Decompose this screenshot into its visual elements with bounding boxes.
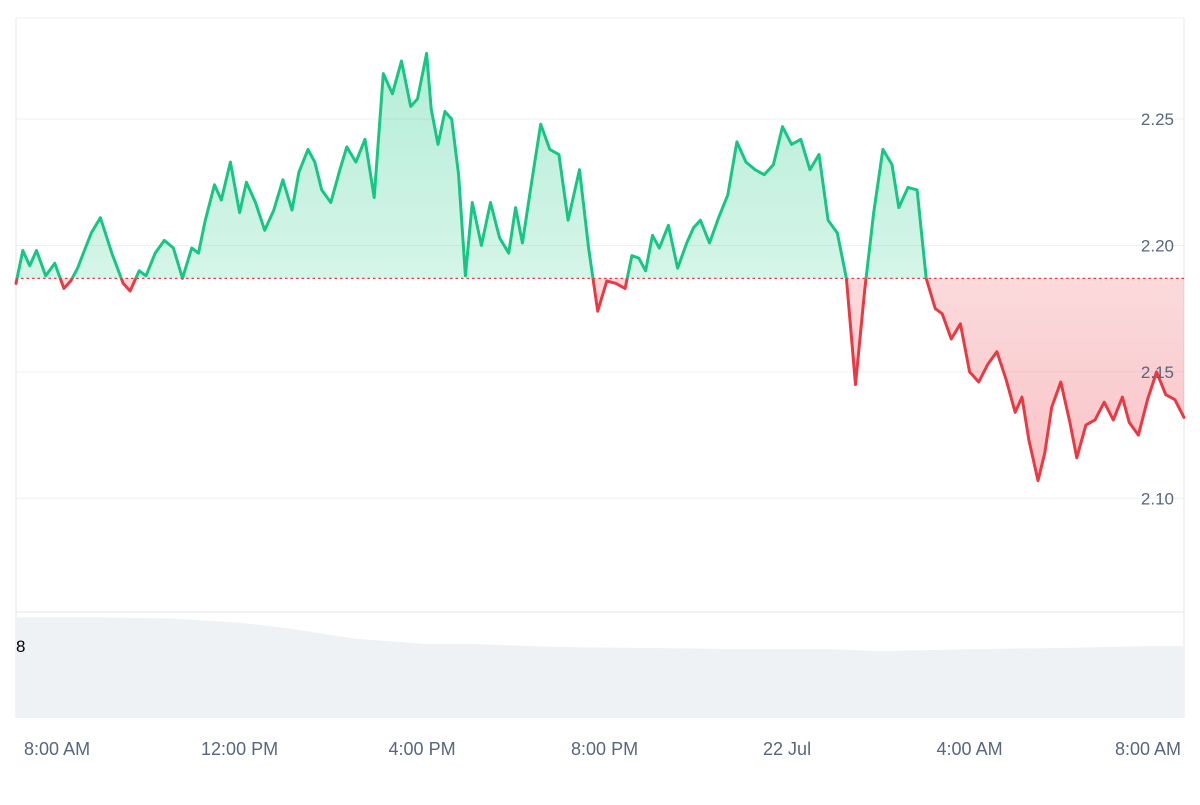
volume-series — [16, 617, 1184, 718]
fill-below-baseline — [16, 278, 1184, 481]
volume-scale-label: 8 — [16, 637, 25, 656]
price-fill — [16, 53, 1184, 481]
x-axis-labels: 8:00 AM 12:00 PM 4:00 PM 8:00 PM 22 Jul 4:00 … — [24, 739, 1181, 759]
price-line-up — [15, 51, 928, 279]
x-tick-label: 12:00 PM — [201, 739, 278, 759]
y-axis-labels: 2.10 2.15 2.20 2.25 — [1141, 110, 1174, 508]
y-tick-label: 2.15 — [1141, 363, 1174, 382]
volume-area — [16, 617, 1184, 718]
x-tick-label: 8:00 AM — [24, 739, 90, 759]
x-tick-label: 8:00 PM — [571, 739, 638, 759]
fill-above-baseline — [16, 53, 1184, 279]
y-tick-label: 2.25 — [1141, 110, 1174, 129]
x-tick-label: 22 Jul — [763, 739, 811, 759]
x-tick-label: 4:00 PM — [389, 739, 456, 759]
x-tick-label: 8:00 AM — [1115, 739, 1181, 759]
price-line-down — [14, 278, 1186, 483]
x-tick-label: 4:00 AM — [937, 739, 1003, 759]
price-line — [14, 51, 1186, 483]
y-tick-label: 2.10 — [1141, 489, 1174, 508]
y-tick-label: 2.20 — [1141, 236, 1174, 255]
